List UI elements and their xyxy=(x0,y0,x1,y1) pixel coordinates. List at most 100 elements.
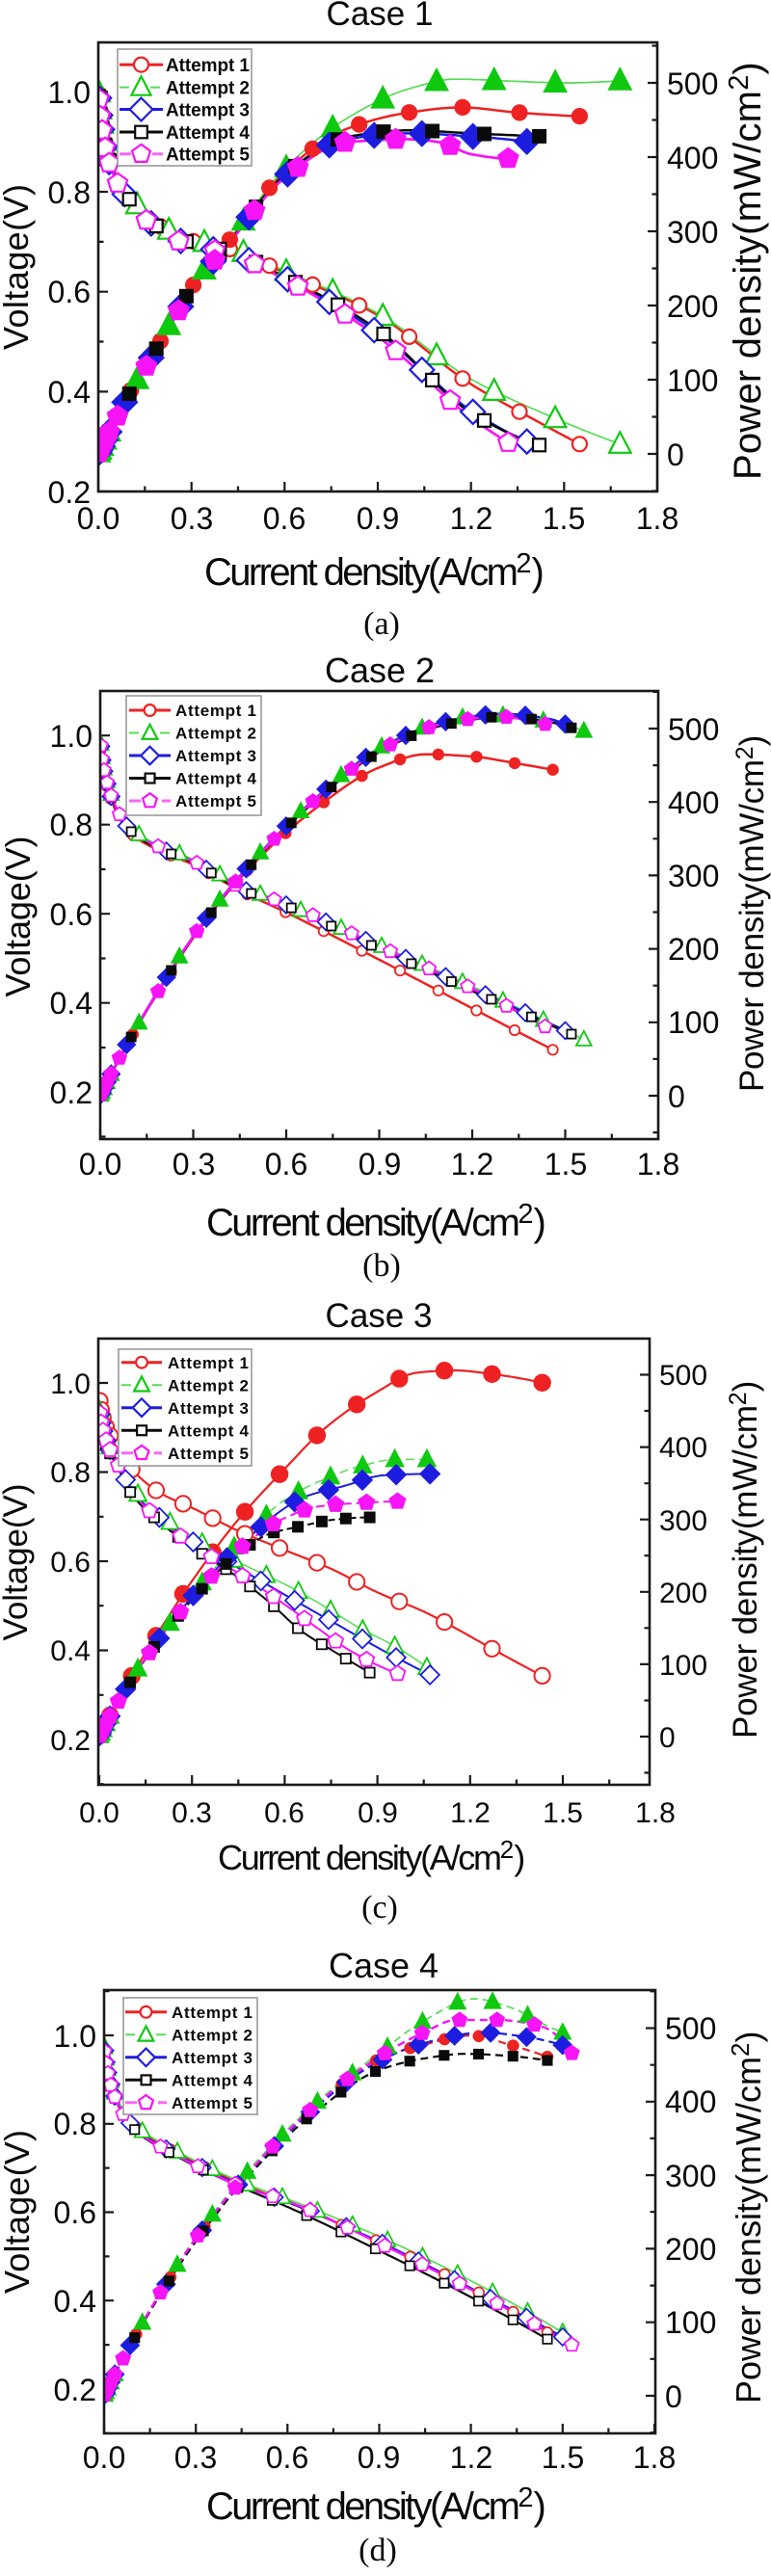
svg-text:Voltage(V): Voltage(V) xyxy=(0,1484,35,1641)
svg-text:Current density(A/cm2): Current density(A/cm2) xyxy=(206,2483,546,2528)
svg-text:1.8: 1.8 xyxy=(635,1797,676,1829)
svg-text:(c): (c) xyxy=(361,1890,398,1925)
svg-text:0.9: 0.9 xyxy=(359,1147,401,1182)
svg-text:Attempt 2: Attempt 2 xyxy=(175,725,256,743)
svg-text:0.4: 0.4 xyxy=(48,375,91,410)
svg-text:100: 100 xyxy=(665,2305,716,2340)
svg-text:0.6: 0.6 xyxy=(50,1547,91,1579)
svg-text:1.0: 1.0 xyxy=(50,1368,91,1400)
svg-text:Attempt 1: Attempt 1 xyxy=(166,56,250,76)
svg-text:0.3: 0.3 xyxy=(171,501,213,536)
svg-text:Attempt 2: Attempt 2 xyxy=(168,1376,249,1394)
svg-text:Attempt 3: Attempt 3 xyxy=(168,1399,249,1418)
svg-text:Power density(mW/cm2): Power density(mW/cm2) xyxy=(731,735,771,1092)
svg-text:400: 400 xyxy=(659,1432,707,1464)
svg-text:Case 4: Case 4 xyxy=(329,1946,439,1985)
svg-text:0.3: 0.3 xyxy=(174,2440,217,2475)
svg-text:100: 100 xyxy=(668,1005,719,1040)
svg-text:Attempt 4: Attempt 4 xyxy=(175,770,257,788)
svg-text:0.8: 0.8 xyxy=(54,2107,96,2141)
svg-text:1.8: 1.8 xyxy=(636,501,678,536)
svg-text:1.2: 1.2 xyxy=(451,1147,493,1182)
svg-text:300: 300 xyxy=(665,2159,716,2193)
svg-text:Case 1: Case 1 xyxy=(327,0,434,33)
svg-text:Voltage(V): Voltage(V) xyxy=(0,2130,37,2294)
svg-text:Attempt 2: Attempt 2 xyxy=(166,78,250,98)
svg-text:1.5: 1.5 xyxy=(543,1797,583,1829)
svg-text:100: 100 xyxy=(667,363,718,398)
svg-text:500: 500 xyxy=(668,712,719,747)
svg-text:Attempt 1: Attempt 1 xyxy=(172,2004,253,2022)
svg-text:0.0: 0.0 xyxy=(77,501,120,536)
svg-text:0.4: 0.4 xyxy=(50,986,93,1021)
svg-text:0.6: 0.6 xyxy=(48,275,91,309)
svg-text:200: 200 xyxy=(665,2232,716,2267)
svg-text:0: 0 xyxy=(659,1722,676,1754)
svg-text:0.8: 0.8 xyxy=(50,808,93,842)
svg-text:0.6: 0.6 xyxy=(264,1797,305,1829)
svg-text:Attempt 5: Attempt 5 xyxy=(172,2094,253,2112)
svg-text:200: 200 xyxy=(668,932,719,967)
svg-text:0.3: 0.3 xyxy=(173,1147,215,1182)
svg-text:Attempt 1: Attempt 1 xyxy=(175,702,256,720)
svg-text:0.9: 0.9 xyxy=(358,2440,400,2475)
svg-text:500: 500 xyxy=(665,2011,716,2046)
svg-text:Voltage(V): Voltage(V) xyxy=(0,184,36,350)
svg-text:Attempt 1: Attempt 1 xyxy=(168,1354,249,1372)
svg-text:1.0: 1.0 xyxy=(54,2019,96,2054)
svg-text:Power density(mW/cm2): Power density(mW/cm2) xyxy=(725,1381,764,1739)
svg-text:0.8: 0.8 xyxy=(50,1457,91,1489)
svg-text:Attempt 3: Attempt 3 xyxy=(175,747,256,765)
svg-text:1.5: 1.5 xyxy=(543,501,585,536)
svg-text:0.6: 0.6 xyxy=(266,2440,308,2475)
svg-text:0.6: 0.6 xyxy=(54,2195,96,2230)
svg-text:Voltage(V): Voltage(V) xyxy=(0,837,38,997)
svg-text:0: 0 xyxy=(665,2379,682,2414)
svg-text:200: 200 xyxy=(659,1578,707,1609)
svg-text:0.4: 0.4 xyxy=(54,2284,96,2319)
svg-text:Power density(mW/cm2): Power density(mW/cm2) xyxy=(726,2032,768,2403)
svg-text:0.9: 0.9 xyxy=(357,501,399,536)
svg-text:300: 300 xyxy=(659,1505,707,1537)
svg-text:0.2: 0.2 xyxy=(54,2373,96,2407)
svg-text:1.8: 1.8 xyxy=(633,2440,676,2475)
svg-text:Attempt 4: Attempt 4 xyxy=(166,123,250,144)
svg-text:0.0: 0.0 xyxy=(79,1797,120,1829)
svg-text:1.2: 1.2 xyxy=(450,1797,491,1829)
svg-text:0.0: 0.0 xyxy=(83,2440,125,2475)
svg-text:400: 400 xyxy=(668,785,719,820)
svg-text:200: 200 xyxy=(667,289,718,324)
svg-text:Case 2: Case 2 xyxy=(325,651,435,690)
svg-text:1.0: 1.0 xyxy=(50,719,93,754)
svg-text:1.2: 1.2 xyxy=(450,501,492,536)
svg-text:Case 3: Case 3 xyxy=(326,1297,433,1335)
svg-text:0.2: 0.2 xyxy=(50,1076,93,1110)
svg-text:Attempt 4: Attempt 4 xyxy=(172,2071,253,2089)
svg-text:(b): (b) xyxy=(362,1248,401,1284)
svg-text:1.5: 1.5 xyxy=(542,2440,584,2475)
svg-text:(a): (a) xyxy=(363,606,400,642)
svg-text:Attempt 3: Attempt 3 xyxy=(172,2049,253,2067)
svg-text:0: 0 xyxy=(667,438,684,472)
svg-text:0.2: 0.2 xyxy=(50,1725,91,1757)
svg-text:1.0: 1.0 xyxy=(48,75,91,110)
svg-text:Attempt 4: Attempt 4 xyxy=(168,1421,250,1440)
svg-text:100: 100 xyxy=(659,1650,707,1682)
svg-text:0.4: 0.4 xyxy=(50,1635,91,1667)
svg-text:1.2: 1.2 xyxy=(450,2440,492,2475)
svg-text:Attempt 2: Attempt 2 xyxy=(172,2026,253,2044)
svg-text:300: 300 xyxy=(667,215,718,250)
svg-text:0.2: 0.2 xyxy=(48,475,91,510)
svg-text:500: 500 xyxy=(659,1360,707,1392)
svg-text:0.9: 0.9 xyxy=(358,1797,398,1829)
svg-text:Power density(mW/cm2): Power density(mW/cm2) xyxy=(724,62,769,480)
svg-text:0.6: 0.6 xyxy=(50,897,93,932)
svg-text:500: 500 xyxy=(667,66,718,101)
svg-text:400: 400 xyxy=(665,2085,716,2119)
svg-text:300: 300 xyxy=(668,859,719,893)
svg-text:1.5: 1.5 xyxy=(545,1147,587,1182)
svg-text:1.8: 1.8 xyxy=(637,1147,679,1182)
svg-text:Attempt 5: Attempt 5 xyxy=(175,792,256,810)
svg-text:(d): (d) xyxy=(359,2533,397,2568)
svg-text:0.8: 0.8 xyxy=(48,175,91,210)
